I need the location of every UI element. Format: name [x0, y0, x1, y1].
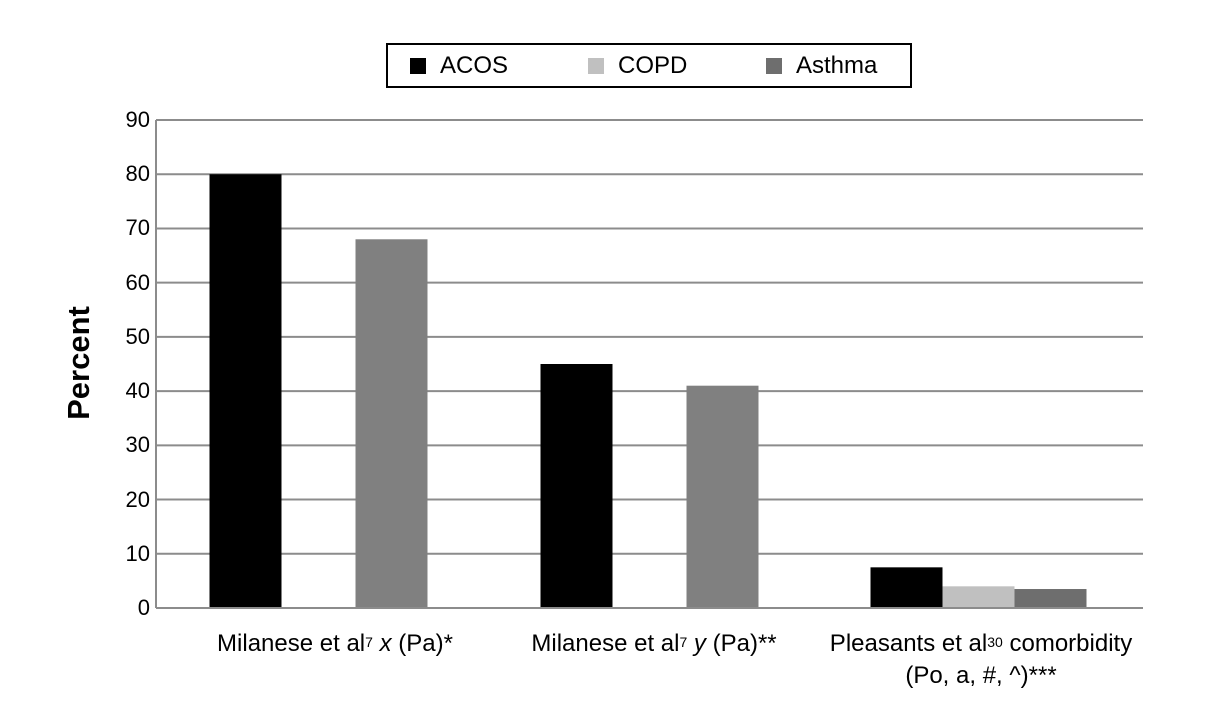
bar-asthma-2 — [686, 385, 759, 608]
bar-acos-1 — [209, 174, 282, 608]
y-tick-label: 90 — [125, 107, 150, 132]
bar-copd-3 — [942, 586, 1015, 608]
y-tick-label: 50 — [125, 323, 150, 349]
legend-swatch-asthma — [766, 57, 782, 74]
legend-label-asthma: Asthma — [796, 51, 878, 79]
y-axis-label: Percent — [61, 306, 96, 420]
x-axis-line — [155, 120, 1143, 609]
y-tick-label: 40 — [125, 378, 150, 404]
legend-item-acos: ACOS — [410, 45, 508, 86]
y-tick-label: 10 — [125, 540, 150, 566]
bar-acos-2 — [540, 364, 613, 608]
gridlines — [156, 119, 1143, 555]
bar-asthma-3 — [1014, 589, 1087, 608]
x-category-label-2: Milanese et al7 y (Pa)** — [531, 630, 777, 657]
y-tick-label: 20 — [125, 486, 150, 512]
y-tick-label: 80 — [125, 161, 150, 187]
legend-item-asthma: Asthma — [766, 45, 877, 86]
bars — [209, 174, 1087, 609]
legend-swatch-acos — [410, 57, 426, 74]
legend-label-copd: COPD — [618, 51, 688, 79]
y-tick-label: 60 — [125, 269, 150, 295]
legend-swatch-copd — [588, 57, 604, 74]
y-tick-label: 30 — [125, 432, 150, 458]
bar-asthma-1 — [355, 239, 428, 609]
legend: ACOS COPD Asthma — [386, 43, 912, 88]
y-tick-label: 0 — [137, 595, 150, 620]
bar-acos-3 — [870, 567, 943, 608]
y-tick-label: 70 — [125, 215, 150, 241]
x-category-label-3: Pleasants et al30 comorbidity (Po, a, #, … — [829, 630, 1133, 689]
legend-label-acos: ACOS — [440, 51, 509, 79]
x-category-label-1: Milanese et al7 x (Pa)* — [217, 630, 453, 657]
legend-item-copd: COPD — [588, 45, 687, 86]
